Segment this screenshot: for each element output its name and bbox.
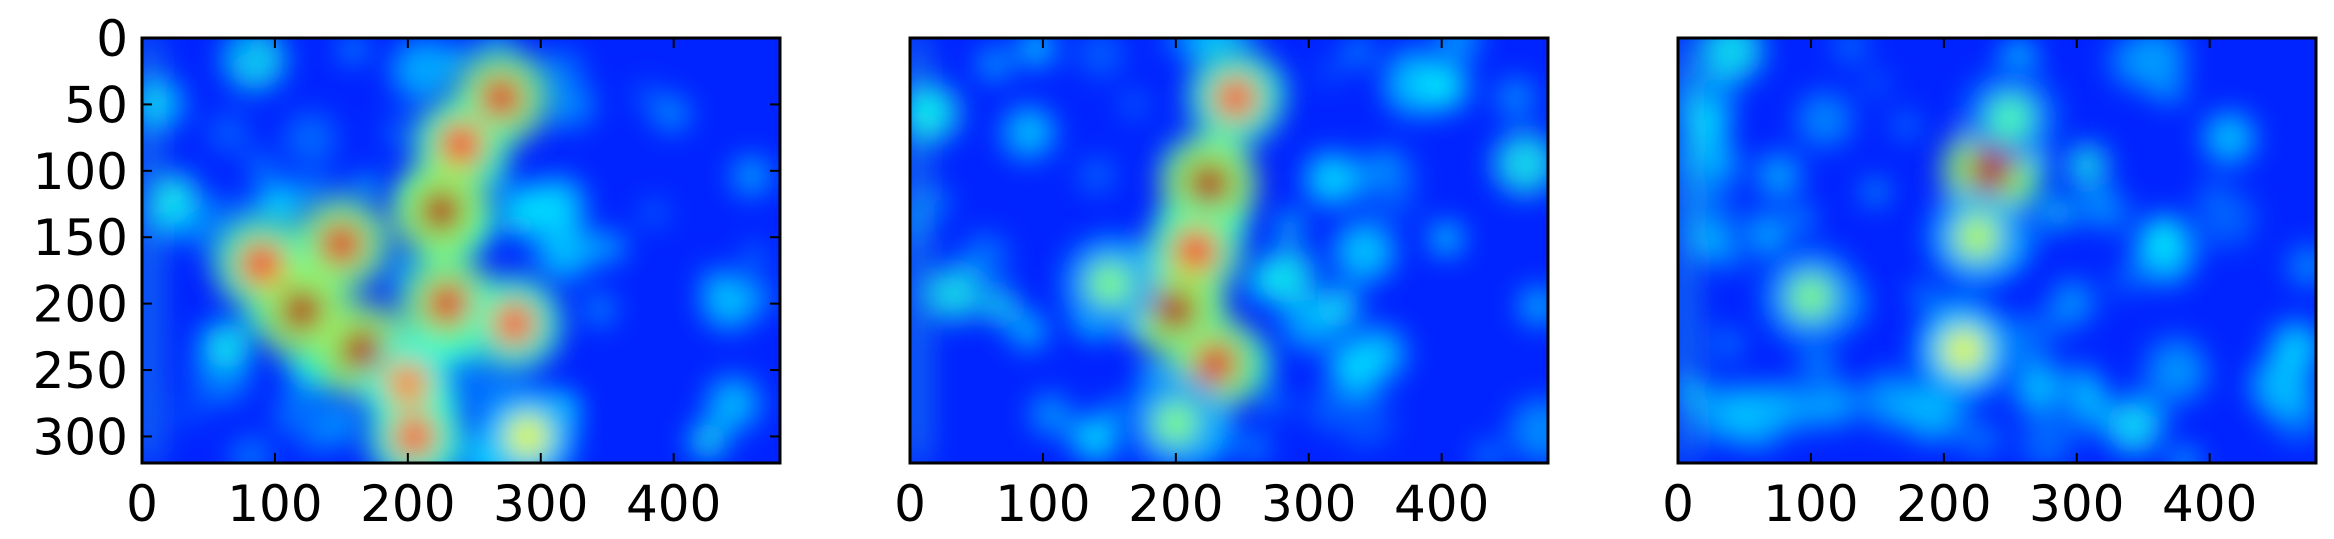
heatmap-hotspots <box>1061 49 1284 463</box>
axes-frame <box>908 36 1550 465</box>
x-tick-label: 200 <box>1896 475 1991 533</box>
x-tick-label: 100 <box>227 475 322 533</box>
hotspot <box>1788 274 1833 319</box>
x-tick-label: 100 <box>1763 475 1858 533</box>
hotspot <box>239 241 284 286</box>
hotspot <box>1968 148 2013 193</box>
x-tick-label: 200 <box>360 475 455 533</box>
y-tick-label: 100 <box>33 143 128 201</box>
heatmap-hotspots <box>1762 69 2059 399</box>
x-tick-label: 400 <box>2162 475 2257 533</box>
hotspot <box>319 221 364 266</box>
heatmap-panel-3: 0 100 200 300 400 <box>1662 36 2318 533</box>
hotspot <box>385 361 430 406</box>
heatmap-panel-2: 0 100 200 300 400 <box>894 36 1550 533</box>
heatmap-hotspots <box>213 49 576 463</box>
x-tick-label: 0 <box>894 475 926 533</box>
hotspot <box>1153 288 1198 333</box>
hotspot <box>419 188 464 233</box>
hotspot <box>505 414 550 459</box>
hotspot <box>392 414 437 459</box>
y-tick-label: 200 <box>33 276 128 334</box>
x-tick-label: 200 <box>1128 475 1223 533</box>
x-tick-label: 400 <box>1394 475 1489 533</box>
x-tick-label: 100 <box>995 475 1090 533</box>
x-tick-label: 0 <box>126 475 158 533</box>
hotspot <box>1087 261 1132 306</box>
hotspot <box>478 75 523 120</box>
hotspot <box>492 301 537 346</box>
hotspot <box>1955 215 2000 260</box>
x-tick-label: 300 <box>1261 475 1356 533</box>
heatmap-texture <box>1678 38 2316 463</box>
x-tick-label: 300 <box>493 475 588 533</box>
y-tick-label: 250 <box>33 342 128 400</box>
y-tick-label: 50 <box>64 76 128 134</box>
hotspot <box>1213 75 1258 120</box>
hotspot <box>279 288 324 333</box>
y-tick-label: 300 <box>33 408 128 466</box>
hotspot <box>1193 341 1238 386</box>
hotspot <box>1187 162 1232 207</box>
hotspot <box>425 281 470 326</box>
y-tick-label: 150 <box>33 209 128 267</box>
heatmap-image <box>910 38 1548 463</box>
x-tick-label: 0 <box>1662 475 1694 533</box>
axes-frame <box>140 36 782 465</box>
hotspot <box>1153 401 1198 446</box>
hotspot <box>1988 95 2033 140</box>
x-tick-label: 400 <box>626 475 721 533</box>
hotspot <box>439 122 483 167</box>
axes-frame <box>1676 36 2318 465</box>
hotspot <box>1941 328 1986 373</box>
hotspot <box>1173 228 1218 273</box>
heatmap-panel-1: 0 100 200 300 400 0 50 100 150 200 250 300 <box>33 10 782 533</box>
y-tick-label: 0 <box>96 10 128 68</box>
heatmap-image <box>1678 38 2316 463</box>
hotspot <box>339 328 384 373</box>
x-tick-label: 300 <box>2029 475 2124 533</box>
heatmap-image <box>142 38 780 463</box>
